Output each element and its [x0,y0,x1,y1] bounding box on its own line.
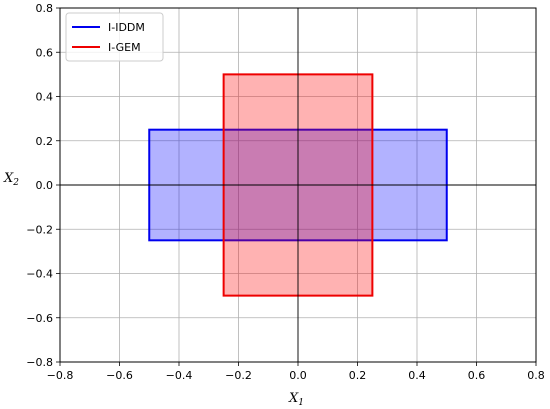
x-tick-label: 0.0 [289,369,307,382]
x-axis-label: X1 [288,391,304,408]
x-tick-label: −0.2 [225,369,252,382]
legend-label-i-gem: I-GEM [108,41,141,54]
zero-axes [60,8,536,362]
y-tick-label: −0.6 [26,312,53,325]
legend-label-i-iddm: I-IDDM [108,21,145,34]
x-tick-label: 0.4 [408,369,426,382]
ticks: −0.8 −0.6 −0.4 −0.2 0.0 0.2 0.4 0.6 0.8 −0.8 −0.6 −… [26,2,544,382]
x-tick-label: 0.2 [349,369,367,382]
legend-box [65,12,164,62]
y-tick-label: 0.6 [36,46,54,59]
y-tick-label: 0.4 [36,91,54,104]
x-tick-label: −0.8 [47,369,74,382]
x-tick-label: −0.6 [106,369,133,382]
legend: I-IDDM I-GEM [65,12,164,62]
y-tick-label: −0.8 [26,356,53,369]
x-tick-label: 0.6 [468,369,486,382]
y-tick-label: 0.8 [36,2,54,15]
y-tick-label: 0.2 [36,135,54,148]
y-axis-label: X2 [3,171,19,188]
x-tick-label: 0.8 [527,369,545,382]
y-tick-label: −0.2 [26,223,53,236]
y-tick-label: 0.0 [36,179,54,192]
y-tick-label: −0.4 [26,268,53,281]
x-tick-label: −0.4 [166,369,193,382]
